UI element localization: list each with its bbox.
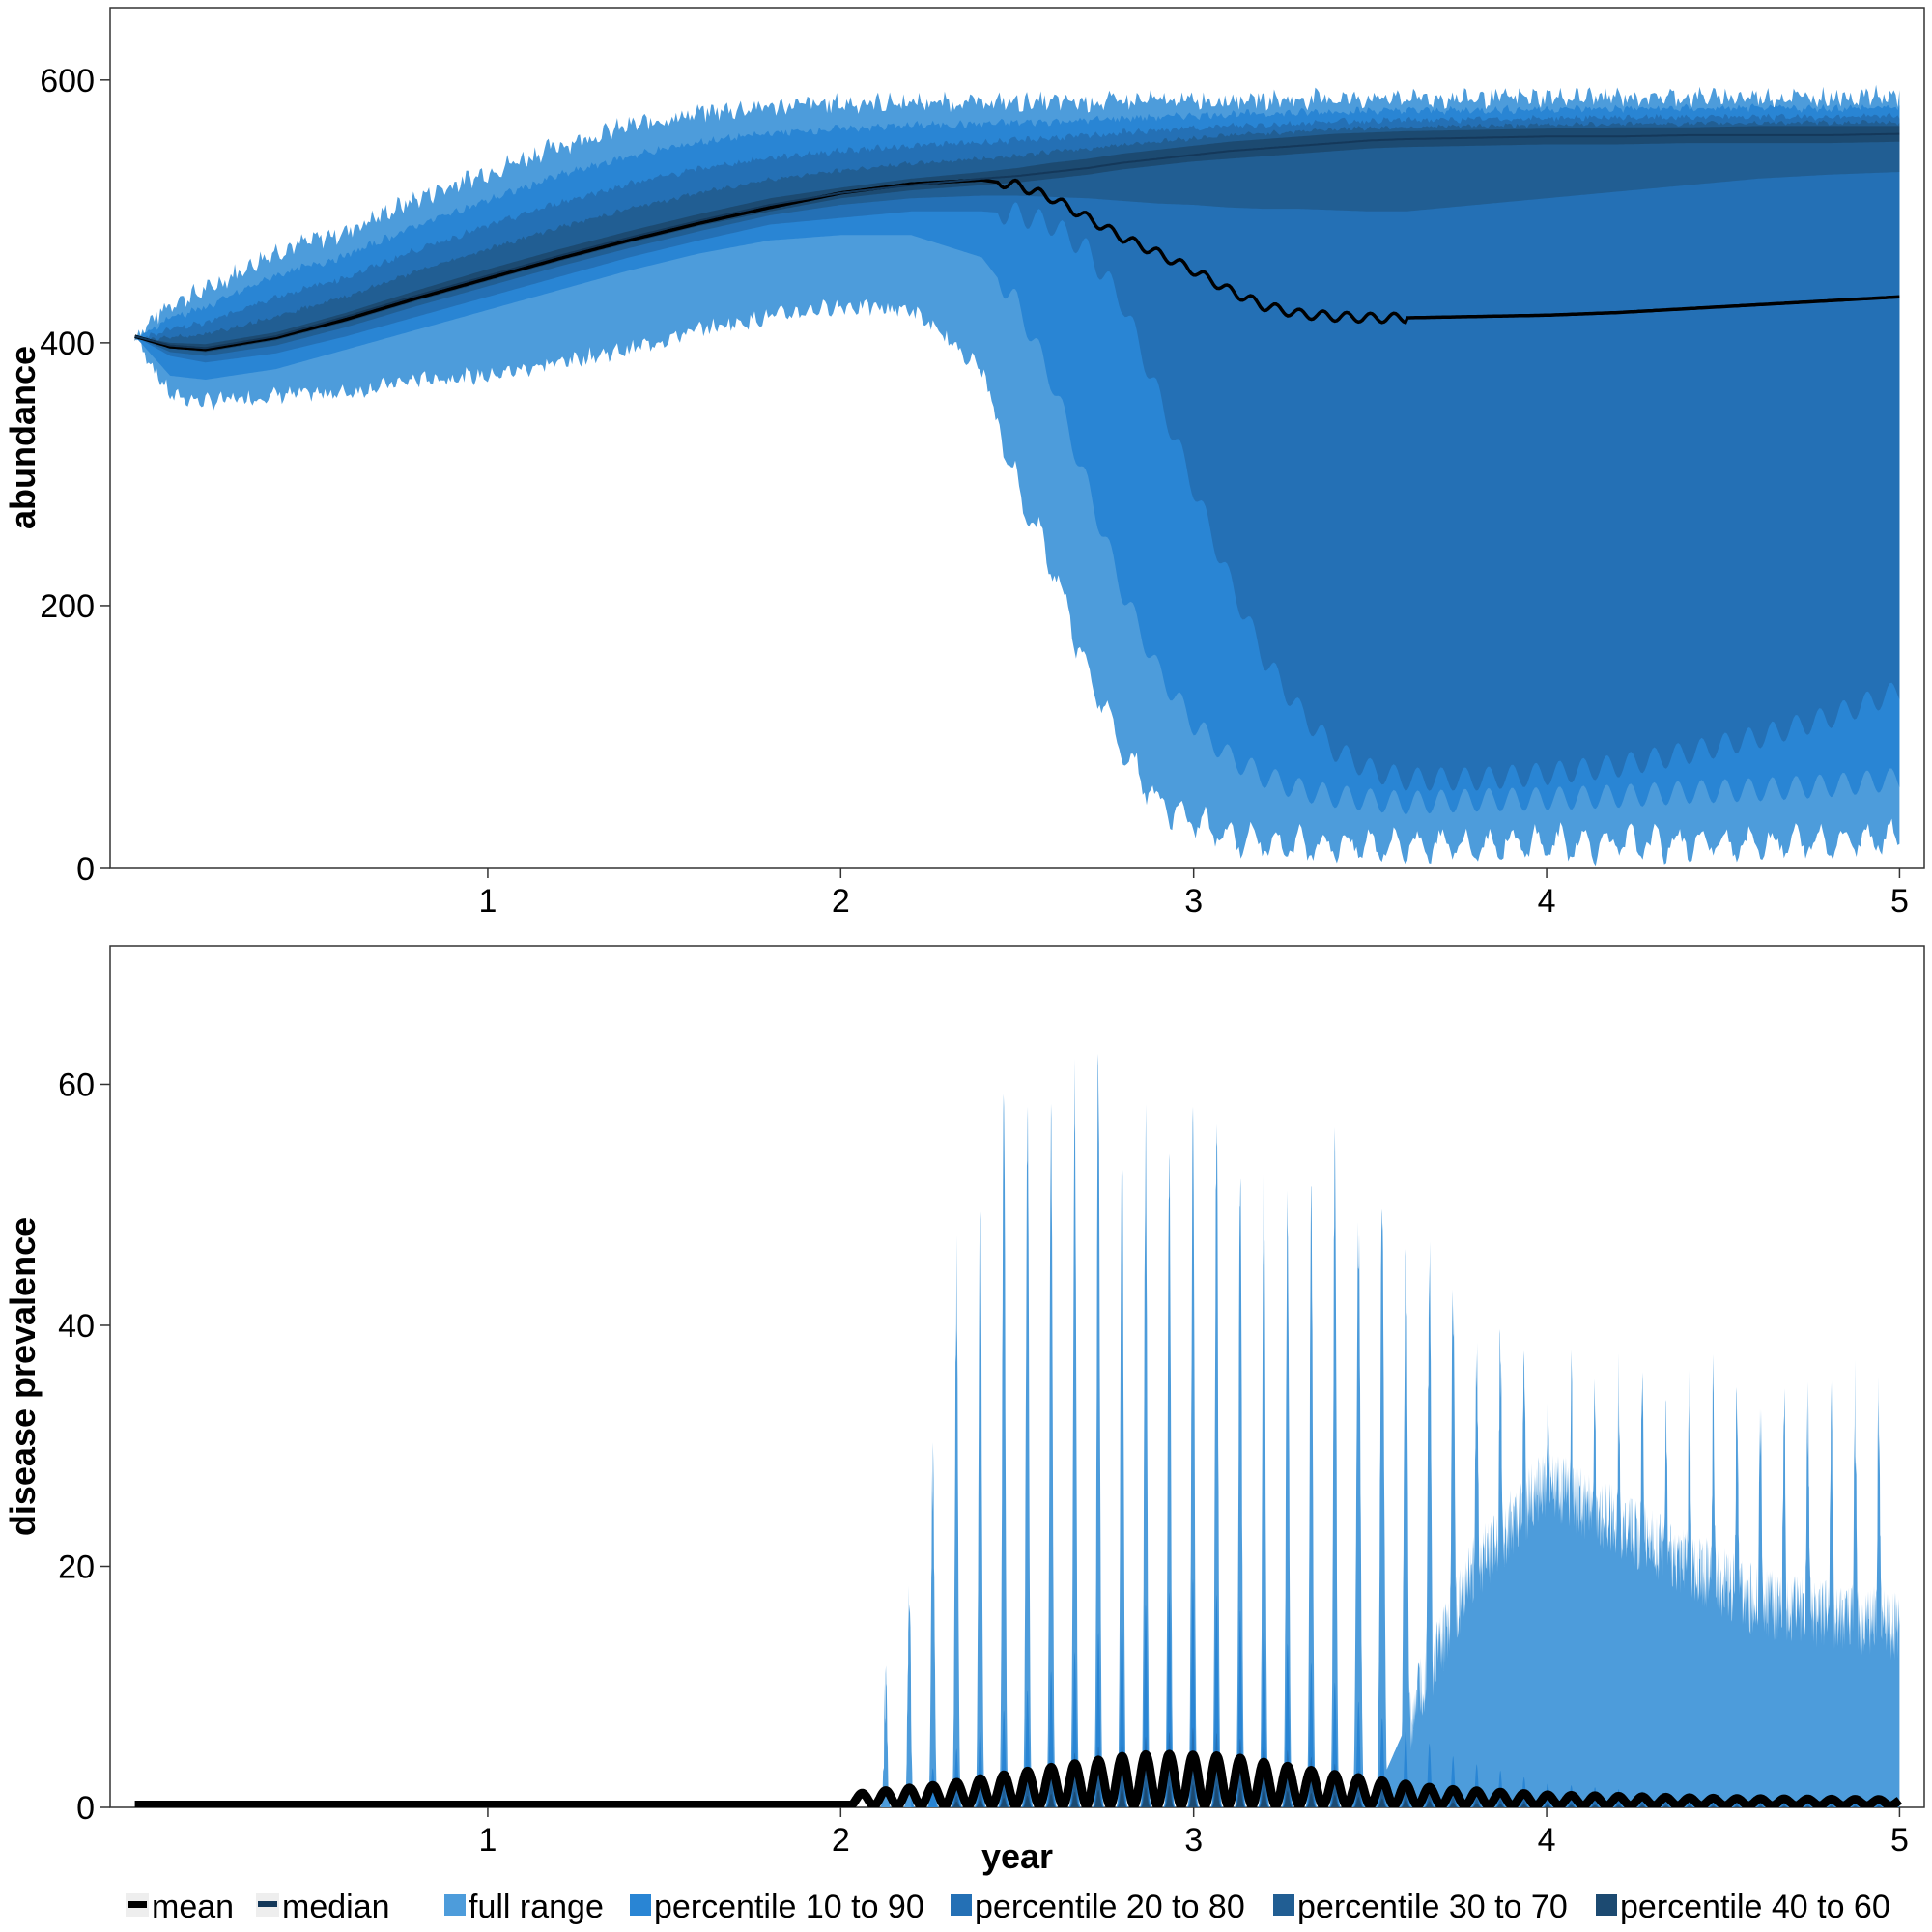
legend-label-p40-60: percentile 40 to 60 (1620, 1889, 1890, 1925)
prevalence-y-tick-label: 0 (76, 1790, 95, 1827)
abundance-x-tick-label: 4 (1538, 883, 1556, 920)
legend-swatch-p10-90 (630, 1894, 651, 1916)
legend-swatch-full-range (444, 1894, 466, 1916)
prevalence-x-tick-label: 5 (1890, 1822, 1909, 1859)
prevalence-x-tick-label: 2 (832, 1822, 850, 1859)
legend-item-p30-70: percentile 30 to 70 (1273, 1889, 1568, 1925)
abundance-y-tick-label: 600 (40, 63, 95, 99)
legend-swatch-p40-60 (1596, 1894, 1617, 1916)
legend-swatch-p20-80 (951, 1894, 972, 1916)
legend-item-full-range: full range (444, 1889, 604, 1925)
abundance-x-tick-label: 3 (1184, 883, 1203, 920)
legend-item-mean: mean (126, 1889, 234, 1925)
prevalence-x-tick-label: 3 (1184, 1822, 1203, 1859)
legend-swatch-mean (128, 1901, 147, 1908)
abundance-y-tick-label: 400 (40, 326, 95, 362)
abundance-y-tick-label: 200 (40, 588, 95, 625)
legend-label-full-range: full range (469, 1889, 604, 1925)
legend-label-mean: mean (152, 1889, 234, 1925)
legend-label-p20-80: percentile 20 to 80 (975, 1889, 1245, 1925)
legend-swatch-p30-70 (1273, 1894, 1294, 1916)
legend-swatch-median (258, 1901, 277, 1907)
legend-label-median: median (282, 1889, 390, 1925)
prevalence-band-full-range (875, 1053, 1900, 1807)
prevalence-y-tick-label: 40 (58, 1308, 95, 1345)
legend-label-p10-90: percentile 10 to 90 (654, 1889, 924, 1925)
legend: mean median full range percentile 10 to … (126, 1889, 1890, 1925)
band-percentile-30-to-70 (134, 120, 1900, 356)
legend-item-median: median (256, 1889, 390, 1925)
prevalence-y-axis-label: disease prevalence (3, 1217, 43, 1536)
legend-item-p40-60: percentile 40 to 60 (1596, 1889, 1890, 1925)
x-axis-label: year (981, 1836, 1053, 1876)
abundance-x-tick-label: 5 (1890, 883, 1909, 920)
prevalence-panel: 1 2 3 4 5 0 20 40 60 disease prevalence year (3, 945, 1925, 1876)
legend-item-p10-90: percentile 10 to 90 (630, 1889, 924, 1925)
band-percentile-20-to-80 (134, 112, 1900, 791)
abundance-lines (134, 132, 1900, 352)
legend-item-p20-80: percentile 20 to 80 (951, 1889, 1245, 1925)
prevalence-y-tick-label: 20 (58, 1548, 95, 1585)
prevalence-bands (875, 1053, 1900, 1807)
abundance-x-tick-label: 1 (478, 883, 497, 920)
prevalence-x-tick-label: 1 (478, 1822, 497, 1859)
abundance-y-tick-label: 0 (76, 851, 95, 888)
prevalence-mean-line (130, 1749, 1904, 1807)
abundance-bands (134, 84, 1900, 867)
prevalence-x-tick-label: 4 (1538, 1822, 1556, 1859)
mean-line (134, 178, 1900, 352)
prevalence-axes: 1 2 3 4 5 0 20 40 60 (58, 1066, 1909, 1859)
abundance-y-axis-label: abundance (3, 346, 43, 529)
legend-label-p30-70: percentile 30 to 70 (1297, 1889, 1568, 1925)
prevalence-y-tick-label: 60 (58, 1066, 95, 1103)
abundance-panel: 1 2 3 4 5 0 200 400 600 abundance (3, 7, 1925, 920)
abundance-x-tick-label: 2 (832, 883, 850, 920)
prevalence-band-p10-90 (911, 1578, 1900, 1807)
abundance-axes: 1 2 3 4 5 0 200 400 600 (40, 63, 1909, 920)
prevalence-lines (130, 1749, 1904, 1807)
median-line (134, 132, 1900, 350)
